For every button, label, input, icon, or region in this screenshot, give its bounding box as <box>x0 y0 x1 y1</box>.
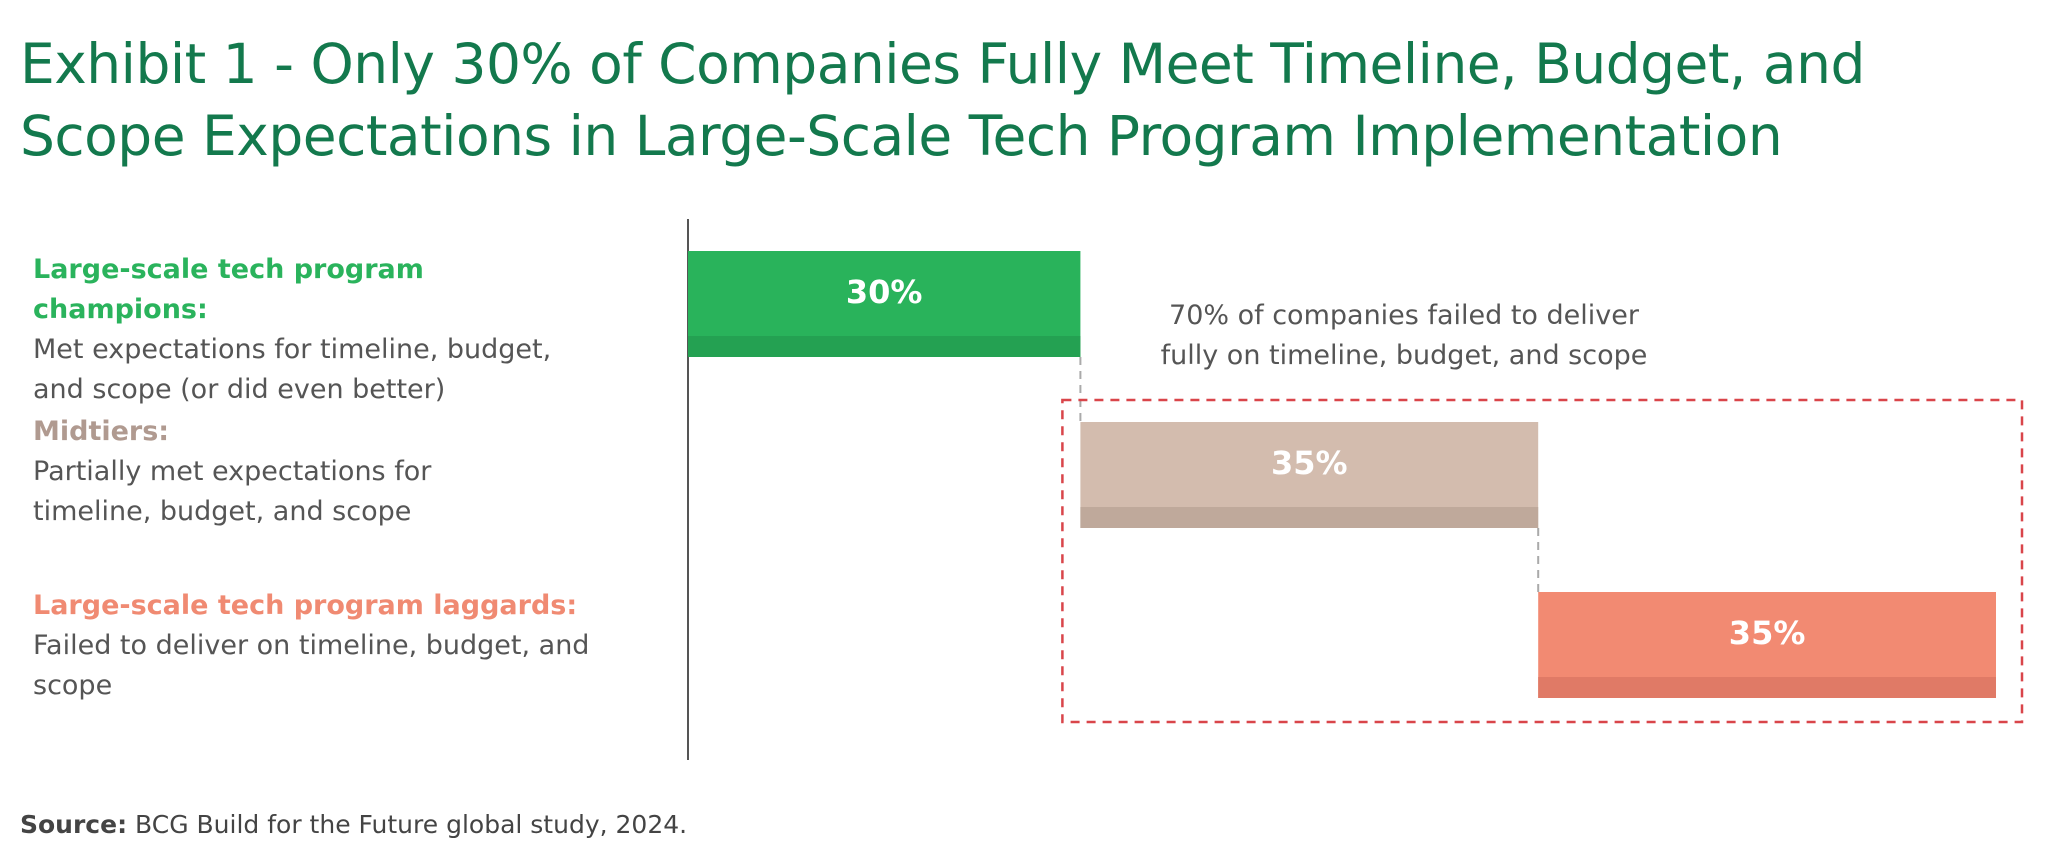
category-description: Failed to deliver on timeline, budget, a… <box>33 630 590 701</box>
bar-shade-1 <box>1080 507 1539 528</box>
category-heading: Large-scale tech program laggards: <box>33 590 578 621</box>
source-text: BCG Build for the Future global study, 2… <box>127 810 688 839</box>
category-label-champions: Large-scale tech program champions: Met … <box>33 250 593 410</box>
chart-title: Exhibit 1 - Only 30% of Companies Fully … <box>20 32 1865 168</box>
annotation-box <box>1061 398 2024 724</box>
source-label: Source: <box>20 810 128 839</box>
category-label-midtiers: Midtiers: Partially met expectations for… <box>33 412 473 532</box>
source-note: Source: BCG Build for the Future global … <box>20 810 687 839</box>
data-label-0: 30% <box>846 273 923 311</box>
data-label-1: 35% <box>1271 444 1348 482</box>
category-label-laggards: Large-scale tech program laggards: Faile… <box>33 586 593 706</box>
category-heading: Midtiers: <box>33 416 170 447</box>
bar-shade-0 <box>688 336 1081 357</box>
category-heading: Large-scale tech program champions: <box>33 254 424 325</box>
annotation-text: 70% of companies failed to deliver fully… <box>1160 300 1648 371</box>
data-label-2: 35% <box>1729 614 1806 652</box>
category-description: Partially met expectations for timeline,… <box>33 456 432 527</box>
bar-shade-2 <box>1538 677 1996 698</box>
category-description: Met expectations for timeline, budget, a… <box>33 334 552 405</box>
